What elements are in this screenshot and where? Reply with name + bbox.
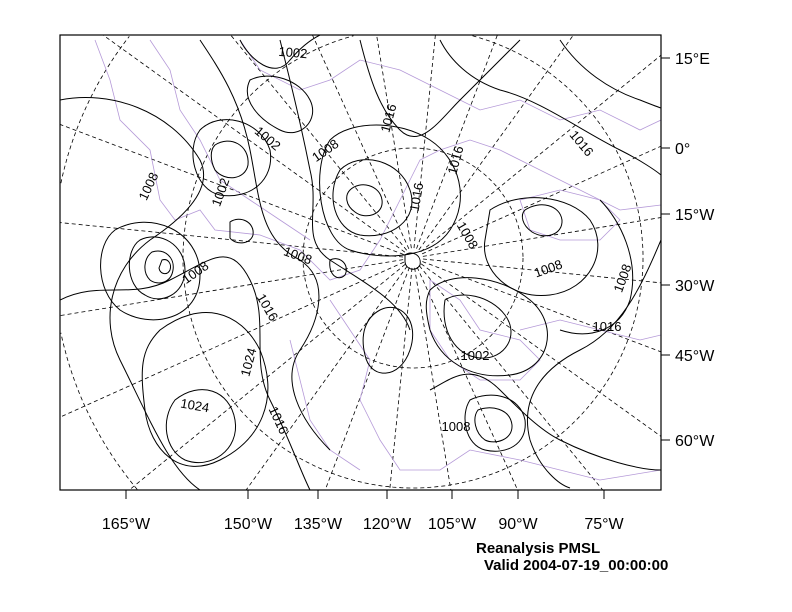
meridian-line [418,35,574,251]
meridian-line [422,261,661,353]
meridian-line [419,265,603,490]
meridian-line [422,217,661,257]
contour-label: 1016 [567,127,597,159]
contour-label: 1008 [454,219,481,252]
contour-label: 1008 [282,243,314,267]
meridian-line [389,267,413,490]
map-frame [59,34,662,491]
contour-label: 1016 [377,102,399,134]
lon-label: 120°W [363,516,412,533]
meridian-line [376,35,412,249]
contour-label: 1016 [266,404,292,437]
coastlines [94,39,661,481]
lat-label: 0° [675,141,690,158]
contour-label: 1016 [444,144,466,176]
contour-label: 1002 [252,123,284,153]
lat-label: 15°W [675,207,715,224]
lon-label: 135°W [294,516,343,533]
meridian-line [421,145,661,255]
plot-valid-time: Valid 2004-07-19_00:00:00 [484,557,669,574]
plot-title: Reanalysis PMSL [476,540,601,557]
meridian-line [416,35,498,249]
lat-label: 15°E [675,51,710,68]
meridian-line [422,258,661,284]
lon-label: 165°W [102,516,151,533]
meridian-line [230,35,407,251]
meridian-line [420,54,661,252]
meridian-line [324,267,410,490]
meridian-line [414,267,452,490]
graticule [60,35,661,490]
contour-label: 1016 [593,319,622,334]
contour-label: 1008 [610,262,634,294]
contour-label: 1002 [208,176,232,208]
meridian-line [245,265,408,490]
contour-label: 1024 [179,396,210,416]
lat-label: 45°W [675,348,715,365]
contour-label: 1016 [407,182,427,213]
meridian-line [60,124,404,255]
lon-label: 75°W [584,516,624,533]
contour-label: 1002 [278,44,308,61]
bottom-axis: 165°W 150°W 135°W 120°W 105°W 90°W 75°W [102,490,625,533]
lon-label: 150°W [224,516,273,533]
meridian-line [102,35,406,253]
latitude-circle [302,147,524,369]
contour-label: 1008 [532,256,564,280]
lat-label: 30°W [675,278,715,295]
latitude-circle [60,36,138,490]
right-axis: 15°E 0° 15°W 30°W 45°W 60°W [661,51,715,450]
pressure-contours [60,35,661,490]
meridian-line [60,259,404,317]
meridian-line [60,261,405,418]
meridian-line [420,263,661,437]
meridian-line [416,266,518,490]
contour-label: 1008 [442,419,471,434]
lat-label: 60°W [675,433,715,450]
lon-label: 105°W [428,516,477,533]
latitude-circle [182,35,644,489]
contour-label: 1024 [237,346,259,378]
contour-label: 1008 [309,136,341,165]
lon-label: 90°W [498,516,538,533]
contour-label: 1002 [461,348,490,363]
meridian-line [413,35,436,249]
